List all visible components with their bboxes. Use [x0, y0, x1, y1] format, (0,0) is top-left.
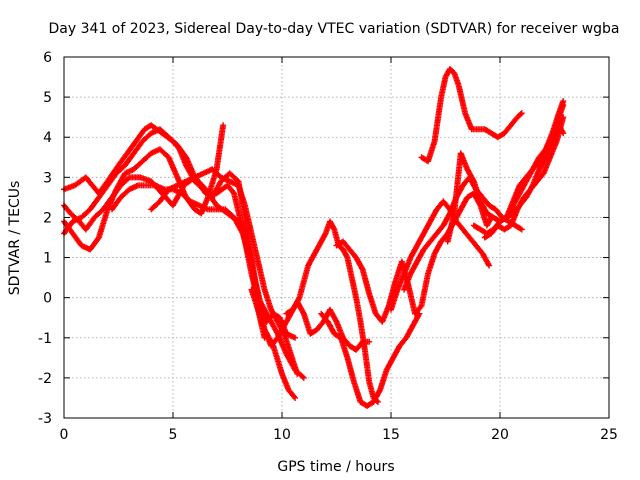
data-point [518, 226, 525, 233]
y-tick-label: -1 [38, 331, 52, 347]
y-tick-label: -3 [38, 411, 52, 427]
data-point [300, 374, 307, 381]
y-tick-label: 3 [43, 170, 52, 186]
data-point [560, 98, 567, 105]
x-tick-label: 10 [273, 427, 291, 443]
data-point [294, 370, 301, 377]
data-point [292, 394, 299, 401]
y-tick-label: 4 [43, 130, 52, 146]
data-point [220, 122, 227, 129]
y-tick-label: 6 [43, 50, 52, 66]
x-axis-label: GPS time / hours [277, 459, 394, 475]
data-point [486, 262, 493, 269]
data-point [560, 114, 567, 121]
data-point [518, 110, 525, 117]
chart-title: Day 341 of 2023, Sidereal Day-to-day VTE… [48, 21, 619, 37]
plot-frame [63, 56, 610, 419]
data-point [299, 373, 306, 380]
y-axis-label: SDTVAR / TECUs [7, 181, 23, 296]
x-tick-label: 5 [169, 427, 178, 443]
data-point [125, 175, 132, 182]
y-tick-label: 0 [43, 291, 52, 307]
y-tick-label: -2 [38, 371, 52, 387]
data-point [292, 334, 299, 341]
y-tick-label: 1 [43, 251, 52, 267]
x-tick-label: 25 [600, 427, 618, 443]
axis-ticks: 0 5 10 15 20 25 -3 -2 -1 0 1 2 3 4 5 6 [38, 50, 618, 443]
x-tick-label: 0 [60, 427, 69, 443]
y-tick-label: 5 [43, 90, 52, 106]
x-tick-label: 15 [382, 427, 400, 443]
data-marks [61, 66, 567, 409]
data-point [366, 338, 373, 345]
y-tick-label: 2 [43, 210, 52, 226]
data-point [517, 111, 524, 118]
x-tick-label: 20 [491, 427, 509, 443]
